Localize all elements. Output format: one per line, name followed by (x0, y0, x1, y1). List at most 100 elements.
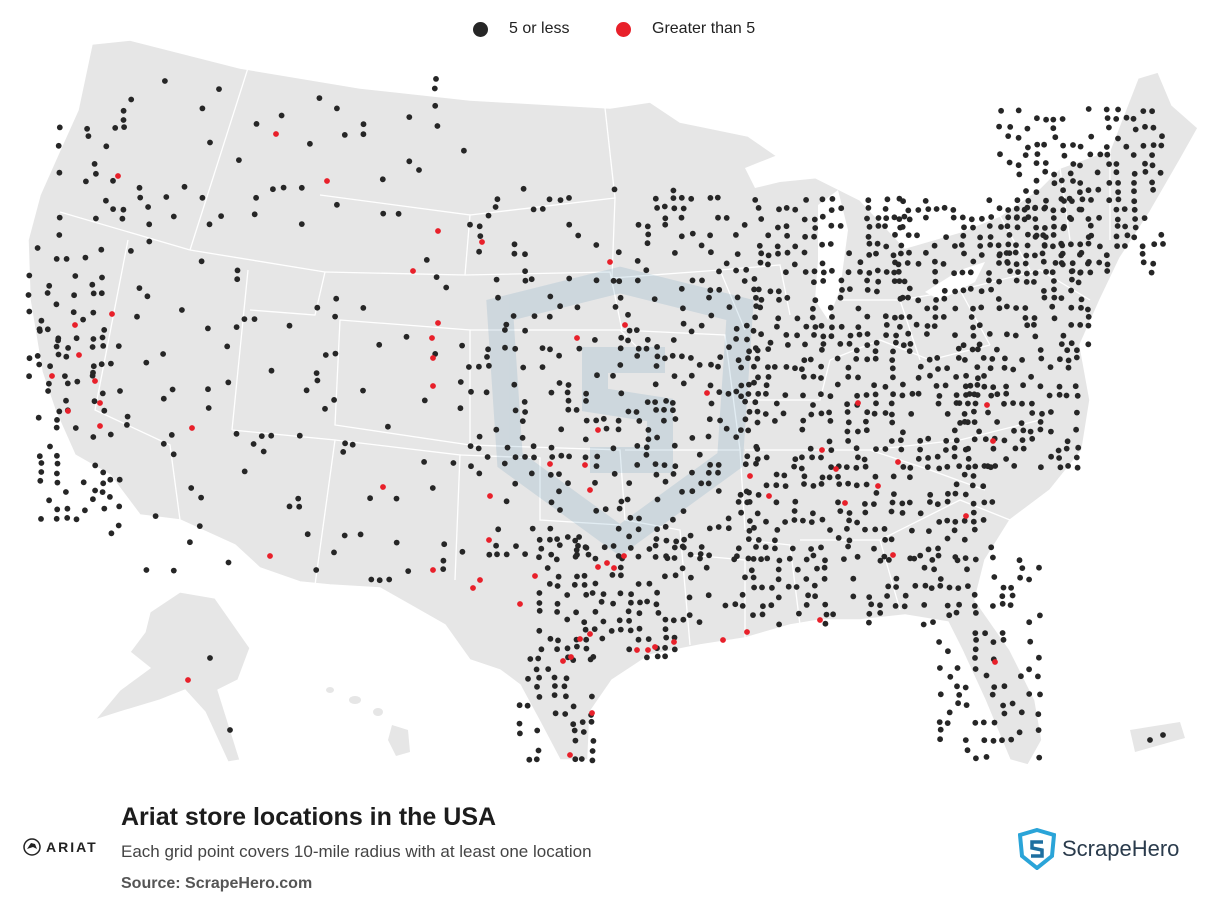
location-dot (678, 214, 685, 221)
location-dot (961, 224, 967, 231)
location-dot (511, 241, 518, 248)
location-dot (652, 644, 658, 650)
location-dot (906, 348, 913, 354)
location-dot (845, 364, 852, 371)
location-dot (827, 241, 834, 247)
location-dot (970, 518, 977, 525)
location-dot (829, 324, 835, 331)
location-dot (989, 691, 996, 698)
location-dot (944, 411, 951, 417)
location-dot (1024, 242, 1031, 249)
location-dot (536, 590, 543, 596)
location-dot (234, 267, 241, 274)
location-dot (441, 541, 448, 548)
location-dot (565, 382, 572, 388)
location-dot (101, 327, 108, 333)
location-dot (773, 400, 780, 407)
location-dot (755, 205, 762, 211)
location-dot (522, 551, 528, 557)
location-dot (44, 326, 51, 333)
location-dot (1019, 437, 1026, 443)
location-dot (883, 269, 890, 275)
location-dot (653, 601, 660, 608)
location-dot (1077, 322, 1084, 328)
location-dot (873, 250, 879, 257)
location-dot (715, 363, 721, 370)
location-dot (865, 197, 872, 204)
ariat-horse-icon (23, 838, 41, 856)
location-dot (1033, 224, 1039, 231)
location-dot (91, 398, 98, 405)
location-dot (688, 328, 695, 335)
location-dot (898, 250, 904, 257)
location-dot (967, 382, 974, 389)
location-dot (146, 221, 153, 228)
location-dot (233, 430, 240, 437)
location-dot (891, 214, 898, 221)
location-dot (812, 593, 818, 600)
location-dot (819, 260, 826, 267)
location-dot (522, 268, 528, 275)
location-dot (93, 215, 99, 222)
location-dot (1034, 151, 1041, 158)
location-dot (513, 543, 519, 549)
location-dot (864, 331, 871, 337)
location-dot (1114, 216, 1121, 223)
location-dot (826, 438, 833, 445)
location-dot (967, 285, 974, 292)
location-dot (1086, 259, 1092, 265)
location-dot (720, 637, 726, 643)
location-dot (502, 327, 508, 333)
location-dot (1052, 134, 1059, 141)
location-dot (738, 364, 744, 371)
location-dot (1015, 162, 1022, 169)
location-dot (1140, 259, 1147, 266)
location-dot (423, 257, 430, 263)
location-dot (791, 261, 798, 268)
location-dot (1037, 691, 1043, 698)
location-dot (888, 536, 895, 543)
location-dot (56, 214, 63, 221)
location-dot (564, 534, 571, 540)
location-dot (520, 364, 527, 371)
location-dot (1068, 322, 1075, 328)
location-dot (601, 544, 608, 551)
location-dot (758, 556, 764, 563)
location-dot (838, 205, 845, 212)
location-dot (1087, 222, 1094, 229)
location-dot (189, 425, 195, 431)
location-dot (547, 635, 554, 642)
location-dot (670, 471, 677, 477)
location-dot (841, 556, 847, 562)
location-dot (556, 542, 563, 548)
location-dot (556, 488, 562, 495)
location-dot (765, 252, 772, 259)
location-dot (459, 548, 466, 555)
location-dot (725, 390, 732, 397)
location-dot (856, 331, 863, 338)
location-dot (738, 509, 744, 516)
location-dot (1056, 383, 1063, 390)
location-dot (803, 197, 809, 203)
location-dot (864, 287, 871, 293)
location-dot (1074, 464, 1081, 471)
location-dot (999, 737, 1005, 744)
location-dot (1094, 169, 1101, 176)
location-dot (360, 305, 367, 311)
location-dot (557, 507, 563, 513)
location-dot (1140, 142, 1147, 149)
location-dot (845, 419, 852, 426)
location-dot (557, 197, 564, 204)
location-dot (996, 205, 1003, 212)
location-dot (754, 408, 761, 415)
location-dot (1103, 252, 1110, 259)
location-dot (47, 443, 53, 450)
location-dot (573, 547, 580, 553)
location-dot (1015, 107, 1022, 114)
location-dot (1002, 355, 1008, 362)
location-dot (533, 756, 540, 763)
location-dot (873, 446, 879, 452)
location-dot (1158, 231, 1165, 238)
location-dot (958, 242, 965, 248)
location-dot (652, 542, 659, 549)
